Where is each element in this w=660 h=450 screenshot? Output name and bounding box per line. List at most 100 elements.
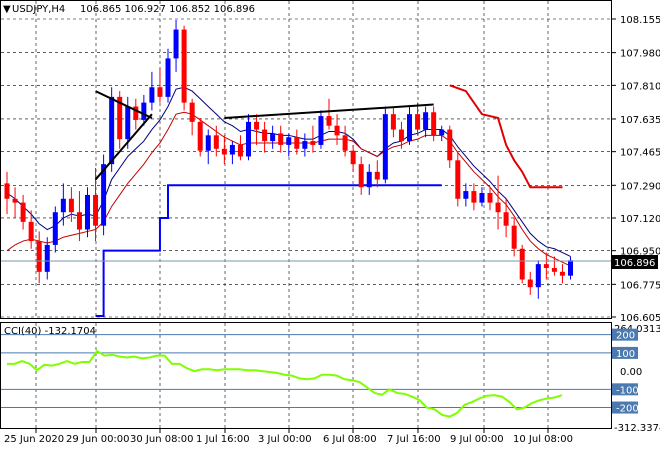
sub-panel-frame [0, 322, 612, 429]
candle-body [286, 137, 292, 145]
price-tick-label: 107.290 [620, 181, 660, 192]
candle-body [189, 102, 195, 122]
candle-body [173, 29, 179, 59]
cci-tick-label: -200 [616, 404, 639, 415]
time-tick-label: 25 Jun 2020 [4, 434, 64, 445]
time-tick-label: 6 Jul 08:00 [323, 434, 377, 445]
candle-body [101, 164, 107, 226]
candle-body [246, 121, 251, 157]
candle-body [568, 260, 573, 276]
candle-body [519, 248, 525, 280]
candle-body [366, 171, 372, 188]
trendline [224, 103, 434, 120]
trailing-stop-line [449, 84, 563, 189]
candle-body [52, 212, 58, 245]
candle-body [254, 121, 260, 130]
candle-body [551, 267, 557, 272]
time-tick-label: 29 Jun 00:00 [66, 434, 130, 445]
candle-body [374, 171, 380, 180]
cci-tick-label: 0.00 [620, 367, 642, 378]
candle-body [431, 112, 437, 136]
candle-body [407, 114, 412, 142]
price-tick-label: 106.605 [620, 313, 660, 324]
support-step-line [95, 184, 442, 318]
candle-body [12, 198, 18, 203]
candle-body [149, 87, 155, 103]
candle-body [415, 114, 421, 130]
cci-line [7, 349, 563, 418]
candle-body [28, 221, 34, 242]
candle-body [278, 133, 284, 145]
candle-body [157, 87, 163, 97]
candle-body [165, 58, 171, 97]
candle-body [471, 191, 477, 203]
cci-level-box [612, 383, 638, 396]
candle-body [543, 264, 549, 268]
candle-body [527, 279, 533, 288]
header-arrow: ▼ [3, 4, 11, 15]
price-tick-label: 106.775 [620, 280, 660, 291]
candle-body [4, 183, 10, 199]
price-tick-label: 107.120 [620, 214, 660, 225]
candle-body [68, 198, 74, 213]
cci-tick-label: 100 [616, 349, 635, 360]
candle-body [535, 264, 541, 288]
candle-body [398, 129, 404, 142]
candle-body [262, 129, 268, 142]
candle-body [205, 135, 211, 151]
main-panel [0, 0, 612, 319]
candles [4, 19, 573, 299]
cci-tick-label: -312.3374 [614, 423, 660, 434]
candle-body [44, 244, 50, 272]
time-tick-label: 10 Jul 08:00 [513, 434, 573, 445]
time-tick-label: 7 Jul 16:00 [387, 434, 441, 445]
time-tick-label: 3 Jul 00:00 [258, 434, 312, 445]
price-tick-label: 107.635 [620, 115, 660, 126]
price-tick-label: 107.810 [620, 81, 660, 92]
cci-levels [1, 334, 611, 409]
candle-body [503, 212, 509, 226]
cci-level-box [612, 401, 638, 414]
price-tick-label: 108.155 [620, 15, 660, 26]
candle-body [487, 192, 493, 203]
candle-body [382, 114, 388, 180]
time-tick-label: 1 Jul 16:00 [196, 434, 250, 445]
candle-body [213, 135, 219, 149]
candle-body [479, 192, 485, 203]
candle-body [117, 96, 123, 140]
candle-body [342, 135, 348, 151]
candle-body [455, 160, 461, 199]
candle-body [229, 144, 235, 155]
trendlines [94, 90, 434, 181]
step-line [95, 184, 442, 318]
cci-tick-label: 200 [616, 331, 635, 342]
time-axis: 25 Jun 2020 29 Jun 00:00 30 Jun 08:00 1 Jul… [4, 428, 573, 445]
main-panel-frame [0, 0, 612, 319]
cci-level-box [612, 346, 638, 359]
candle-body [310, 141, 316, 145]
candle-body [463, 191, 469, 199]
candle-body [76, 212, 82, 230]
candle-body [141, 102, 147, 120]
candle-body [439, 129, 445, 136]
candle-body [302, 141, 308, 149]
candle-body [36, 241, 42, 272]
ohlc-header: 106.865 106.927 106.852 106.896 [80, 4, 255, 15]
candle-body [60, 198, 66, 213]
candle-body [423, 112, 429, 130]
candle-body [294, 137, 300, 149]
candle-body [125, 106, 131, 140]
price-tick-label: 107.465 [620, 148, 660, 159]
candle-body [109, 96, 115, 165]
sub-panel [0, 322, 612, 429]
current-price-box [612, 255, 658, 269]
candle-body [495, 202, 501, 213]
candle-body [85, 194, 90, 230]
candle-body [318, 116, 324, 145]
cci-header: CCI(40) -132.1704 [4, 326, 96, 337]
candle-body [20, 202, 26, 222]
candle-body [237, 144, 243, 157]
candle-body [511, 225, 517, 249]
candle-body [181, 29, 187, 103]
candle-body [93, 194, 99, 226]
